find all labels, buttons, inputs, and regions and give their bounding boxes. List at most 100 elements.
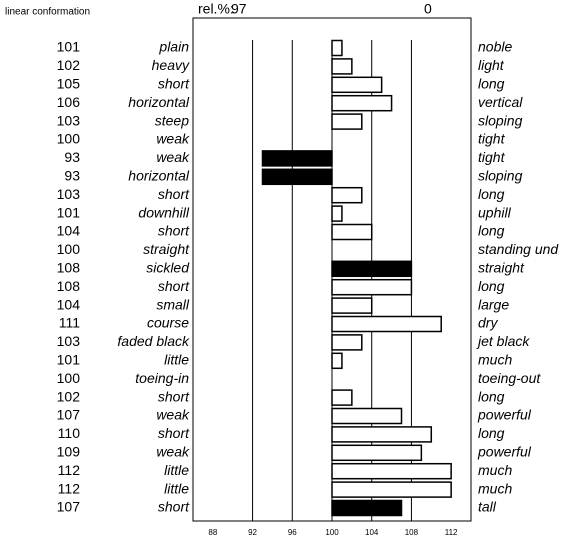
header-label: rel.%: [198,1,234,17]
value-label: 108 [57,260,81,276]
value-label: 106 [57,94,81,110]
bar [331,297,373,314]
left-trait: short [158,223,190,239]
left-trait: little [164,352,189,368]
left-trait: small [156,296,190,312]
right-trait: vertical [478,94,523,110]
right-trait: powerful [477,407,532,423]
x-tick-label: 112 [445,528,458,537]
value-label: 108 [57,278,81,294]
value-label: 93 [64,168,80,184]
bar [331,389,353,406]
right-trait: long [478,278,505,294]
bar [331,481,452,498]
bar [331,315,442,333]
bar [331,426,433,443]
bar [331,462,452,480]
value-label: 100 [57,370,81,386]
right-trait: toeing-out [478,370,541,386]
right-trait: much [478,480,512,496]
left-trait: horizontal [128,168,190,184]
left-trait: little [164,462,189,478]
left-trait: short [158,186,190,202]
left-trait: short [158,499,190,515]
left-trait: short [158,425,190,441]
chart-title: linear conformation [5,7,90,18]
left-trait: short [158,278,190,294]
value-label: 107 [57,407,81,423]
right-trait: tall [478,499,497,515]
value-label: 103 [57,186,81,202]
value-label: 104 [57,223,81,239]
right-trait: long [478,388,505,404]
value-label: 112 [58,480,81,496]
left-trait: weak [156,407,190,423]
bar [331,205,343,222]
bar [331,444,423,462]
value-label: 102 [57,57,81,73]
value-label: 112 [58,462,81,478]
value-label: 101 [57,39,81,55]
reliability: 97 [231,1,247,17]
right-trait: long [478,76,505,92]
right-trait: standing und [478,241,559,257]
right-trait: noble [478,39,512,55]
left-trait: sickled [146,260,190,276]
left-trait: toeing-in [135,370,189,386]
left-trait: short [158,76,190,92]
value-label: 103 [57,333,81,349]
right-trait: uphill [478,204,512,220]
bar [331,260,413,278]
right-trait: long [478,425,505,441]
header-value: 0 [424,1,432,17]
right-trait: sloping [478,112,523,128]
left-trait: short [158,388,190,404]
bar [331,39,343,57]
value-label: 107 [57,499,81,515]
x-tick-label: 88 [208,528,217,537]
value-label: 111 [59,315,80,331]
bar [331,186,363,204]
bar [331,58,353,75]
value-label: 105 [57,76,81,92]
left-trait: little [164,480,189,496]
bar [331,76,383,94]
left-trait: downhill [138,204,189,220]
right-trait: powerful [477,444,532,460]
right-trait: much [478,352,512,368]
left-trait: heavy [152,57,190,73]
x-tick-label: 96 [288,528,297,537]
x-tick-label: 100 [325,528,339,537]
bar [331,407,403,425]
right-trait: straight [478,260,525,276]
right-trait: tight [478,131,506,147]
left-trait: plain [158,39,189,55]
bar [331,352,343,370]
value-label: 93 [64,149,80,165]
value-label: 101 [57,204,81,220]
bar [331,278,413,296]
left-trait: straight [143,241,190,257]
bar [261,150,333,167]
x-tick-label: 108 [405,528,419,537]
left-trait: horizontal [128,94,190,110]
left-trait: faded black [117,333,190,349]
right-trait: sloping [478,168,523,184]
left-trait: steep [155,112,189,128]
bar [331,223,373,241]
value-label: 103 [57,112,81,128]
right-trait: light [478,57,505,73]
right-trait: much [478,462,512,478]
bar [331,499,403,517]
right-trait: jet black [476,333,530,349]
bar [331,113,363,130]
x-tick-label: 104 [365,528,379,537]
right-trait: large [478,296,509,312]
right-trait: long [478,186,505,202]
bar [331,334,363,351]
value-label: 110 [58,425,81,441]
left-trait: course [147,315,189,331]
value-label: 104 [57,296,81,312]
bar [331,94,393,112]
